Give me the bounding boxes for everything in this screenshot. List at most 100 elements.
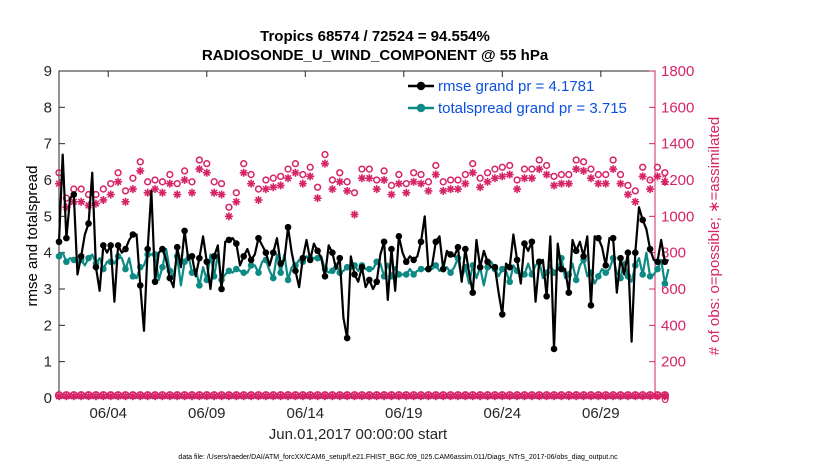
spread-point bbox=[277, 269, 284, 276]
rmse-point bbox=[336, 254, 344, 262]
spread-point bbox=[329, 267, 336, 275]
rmse-point bbox=[543, 292, 550, 300]
obs-assimilated-point bbox=[564, 179, 573, 188]
star-stroke bbox=[129, 392, 137, 400]
rmse-point bbox=[55, 238, 63, 246]
spread-point bbox=[402, 271, 410, 278]
obs-assimilated-point bbox=[490, 174, 499, 183]
rmse-point bbox=[410, 256, 417, 264]
rmse-point bbox=[70, 191, 78, 198]
rmse-point bbox=[624, 249, 632, 256]
obs-assimilated-point-bottom bbox=[328, 392, 337, 401]
obs-possible-point bbox=[572, 156, 580, 164]
star-stroke bbox=[454, 392, 462, 400]
rmse-point bbox=[173, 243, 181, 251]
obs-assimilated-point-bottom bbox=[239, 392, 248, 401]
star-stroke bbox=[447, 185, 454, 193]
star-stroke bbox=[388, 191, 395, 198]
star-stroke bbox=[195, 392, 203, 400]
obs-assimilated-point-bottom bbox=[387, 392, 396, 401]
obs-possible-point bbox=[240, 160, 248, 168]
star-stroke bbox=[77, 198, 85, 206]
star-stroke bbox=[639, 172, 647, 180]
obs-assimilated-point bbox=[557, 179, 566, 188]
star-stroke bbox=[70, 392, 78, 400]
obs-possible-point bbox=[402, 179, 410, 188]
obs-possible-point bbox=[631, 187, 639, 195]
star-stroke bbox=[336, 178, 344, 186]
obs-assimilated-point-bottom bbox=[224, 392, 233, 401]
obs-assimilated-point bbox=[306, 172, 315, 181]
rmse-point bbox=[587, 302, 595, 309]
star-stroke bbox=[343, 392, 351, 400]
star-stroke bbox=[292, 169, 299, 177]
obs-assimilated-point bbox=[660, 177, 669, 186]
spread-point bbox=[159, 263, 166, 271]
obs-possible-point bbox=[173, 179, 181, 188]
spread-point bbox=[122, 265, 129, 273]
obs-assimilated-point-bottom bbox=[446, 392, 455, 401]
rmse-point bbox=[144, 245, 151, 253]
obs-possible-point bbox=[313, 183, 322, 191]
star-stroke bbox=[484, 178, 491, 186]
star-stroke bbox=[144, 392, 152, 400]
obs-assimilated-point bbox=[365, 174, 374, 183]
obs-assimilated-point bbox=[291, 168, 300, 177]
rmse-point bbox=[528, 238, 536, 246]
star-stroke bbox=[240, 169, 248, 177]
star-stroke bbox=[498, 392, 506, 400]
rmse-point bbox=[77, 252, 85, 260]
rmse-point bbox=[329, 249, 336, 256]
obs-assimilated-point-bottom bbox=[173, 392, 182, 401]
star-stroke bbox=[351, 392, 358, 400]
spread-point bbox=[417, 265, 425, 273]
obs-assimilated-point-bottom bbox=[505, 392, 514, 401]
star-stroke bbox=[654, 392, 661, 400]
obs-assimilated-point bbox=[357, 174, 366, 183]
obs-assimilated-point-bottom bbox=[631, 392, 640, 401]
rmse-point bbox=[469, 289, 477, 296]
obs-assimilated-point bbox=[527, 174, 536, 183]
star-stroke bbox=[151, 392, 159, 400]
obs-assimilated-point-bottom bbox=[335, 392, 344, 401]
spread-point bbox=[654, 265, 661, 273]
star-stroke bbox=[122, 392, 129, 400]
obs-possible-point bbox=[483, 169, 492, 177]
star-stroke bbox=[646, 392, 654, 400]
obs-assimilated-point-bottom bbox=[254, 392, 263, 401]
star-stroke bbox=[343, 187, 351, 195]
obs-possible-point bbox=[151, 176, 159, 184]
obs-assimilated-point-bottom bbox=[91, 392, 100, 401]
obs-possible-point bbox=[395, 170, 403, 179]
obs-assimilated-point bbox=[380, 176, 389, 184]
x-tick-label: 06/14 bbox=[287, 405, 325, 422]
star-stroke bbox=[550, 182, 558, 189]
rmse-point bbox=[343, 334, 351, 342]
obs-possible-point bbox=[121, 187, 130, 195]
rmse-point bbox=[210, 252, 218, 260]
obs-assimilated-point bbox=[99, 195, 108, 204]
star-stroke bbox=[580, 167, 587, 175]
obs-assimilated-point-bottom bbox=[121, 392, 130, 401]
rmse-point bbox=[284, 223, 292, 231]
spread-point bbox=[55, 252, 63, 260]
star-stroke bbox=[558, 180, 565, 188]
rmse-point bbox=[255, 234, 262, 242]
obs-assimilated-point-bottom bbox=[269, 392, 278, 401]
star-stroke bbox=[594, 180, 602, 188]
spread-point bbox=[595, 272, 602, 280]
obs-assimilated-point-bottom bbox=[276, 392, 285, 401]
rmse-point bbox=[432, 238, 440, 246]
rmse-point bbox=[565, 289, 573, 296]
rmse-point bbox=[92, 263, 100, 271]
obs-assimilated-point-bottom bbox=[476, 392, 485, 401]
obs-assimilated-point-bottom bbox=[261, 392, 270, 401]
obs-assimilated-point-bottom bbox=[498, 392, 507, 401]
obs-assimilated-point-bottom bbox=[77, 392, 86, 401]
star-stroke bbox=[410, 178, 418, 186]
star-stroke bbox=[99, 196, 107, 204]
star-stroke bbox=[232, 392, 240, 400]
rmse-point bbox=[225, 236, 233, 244]
star-stroke bbox=[114, 392, 122, 400]
spread-point bbox=[225, 267, 233, 275]
